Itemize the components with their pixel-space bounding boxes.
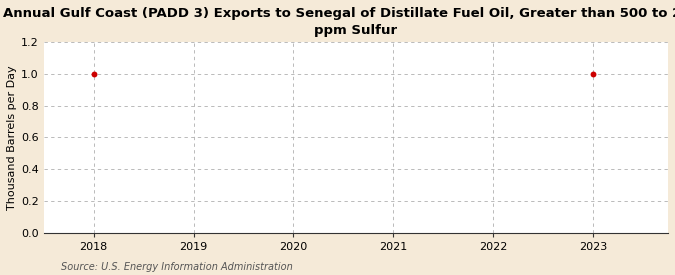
Point	[88, 72, 99, 76]
Y-axis label: Thousand Barrels per Day: Thousand Barrels per Day	[7, 65, 17, 210]
Title: Annual Gulf Coast (PADD 3) Exports to Senegal of Distillate Fuel Oil, Greater th: Annual Gulf Coast (PADD 3) Exports to Se…	[3, 7, 675, 37]
Text: Source: U.S. Energy Information Administration: Source: U.S. Energy Information Administ…	[61, 262, 292, 272]
Point	[588, 72, 599, 76]
